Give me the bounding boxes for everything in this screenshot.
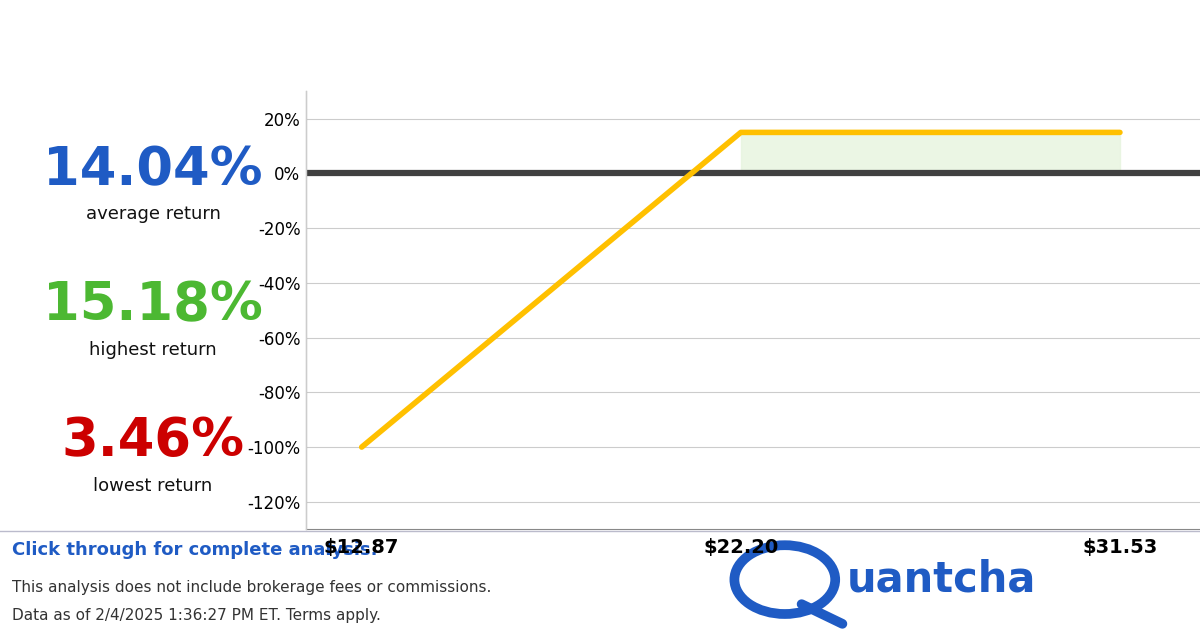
Text: highest return: highest return [89, 341, 217, 359]
Text: lowest return: lowest return [94, 477, 212, 495]
Text: average return: average return [85, 205, 221, 223]
Text: 15.18%: 15.18% [43, 280, 263, 331]
Text: This analysis does not include brokerage fees or commissions.: This analysis does not include brokerage… [12, 580, 491, 595]
Text: Click through for complete analysis.: Click through for complete analysis. [12, 541, 378, 559]
Text: PULSE BIOSCIENCES INC COMMON STOCK ($PLSE: PULSE BIOSCIENCES INC COMMON STOCK ($PLS… [12, 4, 1168, 47]
Text: uantcha: uantcha [847, 559, 1037, 600]
Text: 14.04%: 14.04% [43, 144, 263, 196]
Text: 3.46%: 3.46% [61, 415, 245, 467]
Text: Data as of 2/4/2025 1:36:27 PM ET. Terms apply.: Data as of 2/4/2025 1:36:27 PM ET. Terms… [12, 608, 380, 623]
Text: Bull Call Spread analysis for $22.88-$31.21 model on 21-Mar-2025: Bull Call Spread analysis for $22.88-$31… [12, 42, 605, 64]
